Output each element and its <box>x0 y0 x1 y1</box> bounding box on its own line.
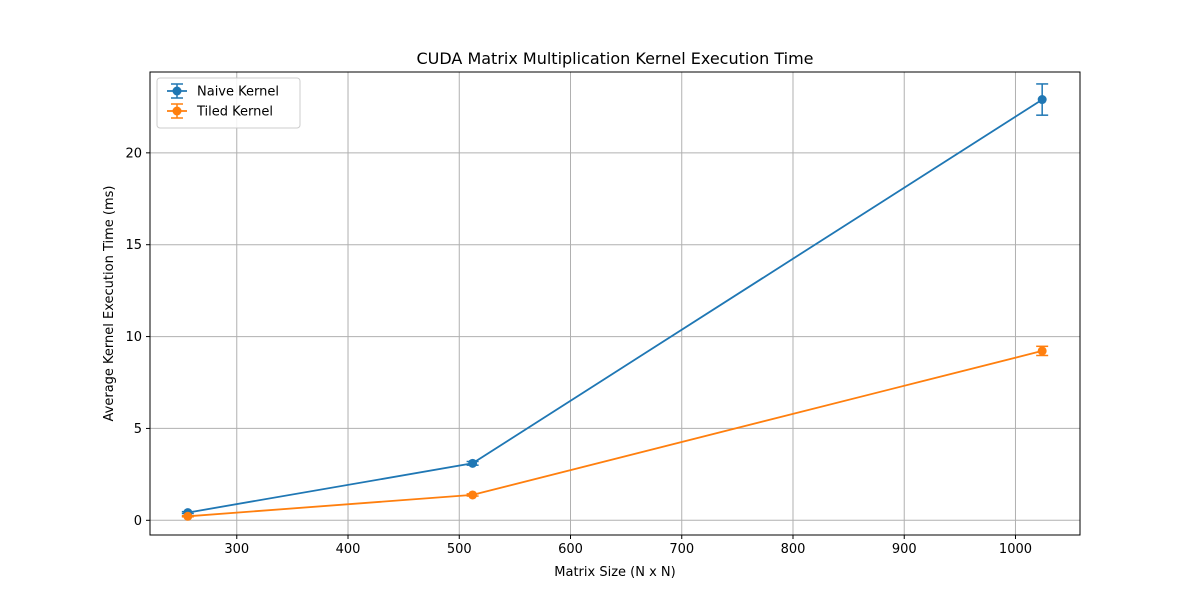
legend: Naive Kernel Tiled Kernel <box>156 77 301 129</box>
y-tick-label: 15 <box>125 238 142 253</box>
legend-marker-tiled-kernel <box>172 106 182 116</box>
series-layer <box>181 83 1049 521</box>
x-tick-label: 500 <box>447 542 472 557</box>
x-tick-label: 700 <box>669 542 694 557</box>
legend-label-tiled-kernel: Tiled Kernel <box>196 105 273 120</box>
series-naive-kernel <box>181 83 1049 518</box>
x-tick-label: 800 <box>781 542 806 557</box>
y-axis-label: Average Kernel Execution Time (ms) <box>102 186 117 422</box>
naive-kernel-point <box>1037 95 1047 105</box>
tiled-kernel-point <box>1037 346 1047 356</box>
x-tick-label: 400 <box>336 542 361 557</box>
y-tick-label: 0 <box>134 514 142 529</box>
x-tick-label: 900 <box>892 542 917 557</box>
legend-box <box>156 77 301 129</box>
x-tick-label: 1000 <box>999 542 1032 557</box>
chart-title: CUDA Matrix Multiplication Kernel Execut… <box>416 49 813 68</box>
legend-marker-naive-kernel <box>172 86 182 96</box>
ticks: 300 400 500 600 700 800 900 1000 0 5 10 15 20 <box>125 146 1032 557</box>
y-tick-label: 10 <box>125 330 142 345</box>
y-tick-label: 5 <box>134 422 142 437</box>
naive-kernel-point <box>468 458 478 468</box>
y-tick-label: 20 <box>125 146 142 161</box>
legend-label-naive-kernel: Naive Kernel <box>197 85 279 100</box>
x-tick-label: 600 <box>558 542 583 557</box>
grid <box>150 72 1080 535</box>
series-tiled-kernel <box>181 345 1049 521</box>
x-axis-label: Matrix Size (N x N) <box>554 565 675 580</box>
x-tick-label: 300 <box>224 542 249 557</box>
tiled-kernel-point <box>468 490 478 500</box>
plot-frame <box>149 71 1081 536</box>
tiled-kernel-point <box>183 511 193 521</box>
